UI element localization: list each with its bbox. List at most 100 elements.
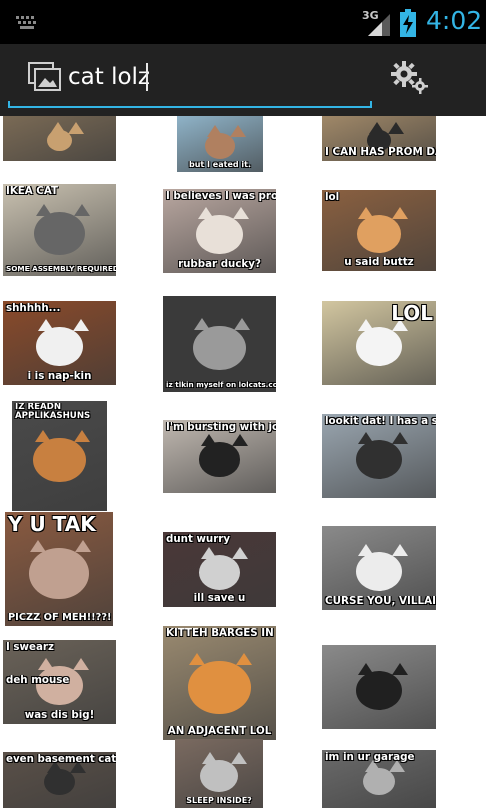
cat-ear-shape bbox=[68, 121, 85, 134]
cat-photo-shape bbox=[29, 548, 89, 599]
caption-bottom: i is nap-kin bbox=[27, 371, 92, 382]
cat-ear-shape bbox=[194, 317, 211, 330]
cat-ear-shape bbox=[49, 121, 66, 134]
network-type-label: 3G bbox=[362, 9, 379, 22]
clock: 4:02 bbox=[426, 6, 483, 35]
cat-photo-shape bbox=[355, 439, 403, 480]
cat-photo-shape bbox=[188, 661, 251, 715]
result-thumbnail[interactable]: I swearz deh mouse was dis big! bbox=[3, 640, 116, 724]
text-caret bbox=[146, 63, 148, 91]
image-results-grid: but I eated it. I CAN HAS PROM DATE? IKEA … bbox=[0, 116, 486, 808]
caption-top: even basement cat bbox=[6, 754, 116, 765]
cat-ear-shape bbox=[189, 653, 206, 666]
cat-ear-shape bbox=[358, 206, 375, 219]
cat-photo-shape bbox=[36, 326, 83, 367]
result-thumbnail[interactable]: IKEA CAT SOME ASSEMBLY REQUIRED bbox=[3, 184, 116, 276]
cat-ear-shape bbox=[202, 752, 219, 765]
result-thumbnail[interactable]: even basement cat bbox=[3, 752, 116, 808]
caption-bottom: ill save u bbox=[193, 593, 246, 604]
cat-photo-shape bbox=[193, 325, 246, 371]
caption-bottom: rubbar ducky? bbox=[178, 259, 261, 270]
caption-bottom: I CAN HAS PROM DATE? bbox=[325, 147, 436, 158]
cat-ear-shape bbox=[235, 653, 252, 666]
cat-photo-shape bbox=[366, 129, 392, 151]
result-thumbnail[interactable]: KITTEH BARGES IN FROM AN ADJACENT LOL bbox=[163, 626, 276, 740]
cat-photo-shape bbox=[198, 555, 241, 591]
cat-photo-shape bbox=[356, 214, 402, 253]
result-thumbnail[interactable]: CURSE YOU, VILLAIN! bbox=[322, 526, 436, 610]
result-thumbnail[interactable]: I'm bursting with joy. bbox=[163, 420, 276, 493]
cat-photo-shape bbox=[204, 133, 236, 160]
caption-top: I'm bursting with joy. bbox=[166, 422, 276, 433]
cat-photo-shape bbox=[34, 212, 85, 256]
cat-ear-shape bbox=[35, 204, 52, 217]
cat-ear-shape bbox=[392, 318, 409, 331]
cat-photo-shape bbox=[355, 551, 403, 592]
result-thumbnail[interactable]: I CAN HAS PROM DATE? bbox=[322, 116, 436, 161]
cat-ear-shape bbox=[69, 761, 86, 774]
result-thumbnail[interactable]: lol u said buttz bbox=[322, 190, 436, 271]
result-thumbnail[interactable]: I believes I was promist rubbar ducky? bbox=[163, 189, 276, 273]
result-thumbnail[interactable] bbox=[322, 645, 436, 729]
cat-photo-shape bbox=[200, 760, 238, 793]
cat-ear-shape bbox=[73, 429, 90, 442]
result-thumbnail[interactable]: IZ READN APPLIKASHUNS bbox=[12, 401, 107, 511]
caption-top: I believes I was promist bbox=[166, 191, 276, 202]
cat-ear-shape bbox=[46, 761, 63, 774]
cat-photo-shape bbox=[47, 129, 72, 151]
caption-bottom: SLEEP INSIDE? bbox=[186, 796, 252, 805]
caption-bottom: but I eated it. bbox=[189, 160, 251, 169]
settings-gears-icon[interactable] bbox=[390, 60, 430, 96]
result-thumbnail[interactable]: SLEEP INSIDE? bbox=[175, 739, 263, 808]
caption-top: I swearz bbox=[6, 642, 54, 653]
caption-bottom: PICZZ OF MEH!!??! bbox=[8, 612, 112, 623]
cat-ear-shape bbox=[392, 431, 409, 444]
cat-ear-shape bbox=[38, 318, 55, 331]
status-bar: 3G 4:02 bbox=[0, 0, 486, 44]
cat-ear-shape bbox=[369, 121, 386, 134]
cat-ear-shape bbox=[38, 657, 55, 670]
caption-top: dunt wurry bbox=[166, 534, 231, 545]
cat-ear-shape bbox=[198, 206, 215, 219]
cat-photo-shape bbox=[363, 767, 395, 795]
caption-top: LOL bbox=[391, 303, 433, 324]
cat-photo-shape bbox=[355, 670, 403, 711]
cat-ear-shape bbox=[230, 125, 247, 138]
cat-ear-shape bbox=[391, 206, 408, 219]
result-thumbnail[interactable] bbox=[3, 116, 116, 161]
caption-bottom: SOME ASSEMBLY REQUIRED bbox=[6, 265, 116, 273]
result-thumbnail[interactable]: dunt wurry ill save u bbox=[163, 532, 276, 607]
result-thumbnail[interactable]: but I eated it. bbox=[177, 116, 263, 172]
action-bar bbox=[0, 44, 486, 116]
caption-bottom: CURSE YOU, VILLAIN! bbox=[325, 596, 436, 607]
cat-ear-shape bbox=[207, 125, 224, 138]
cat-ear-shape bbox=[357, 662, 374, 675]
keyboard-icon bbox=[16, 16, 36, 29]
caption-top: lol bbox=[325, 192, 340, 203]
cat-photo-shape bbox=[196, 214, 243, 255]
result-thumbnail[interactable]: Y U TAK PICZZ OF MEH!!??! bbox=[5, 512, 113, 626]
result-thumbnail[interactable]: lookit dat! I has a sok! bbox=[322, 414, 436, 498]
cat-ear-shape bbox=[365, 759, 382, 772]
cat-photo-shape bbox=[44, 769, 75, 796]
battery-charging-icon bbox=[400, 9, 416, 37]
cat-ear-shape bbox=[72, 657, 89, 670]
search-input[interactable] bbox=[68, 60, 338, 94]
cat-ear-shape bbox=[357, 543, 374, 556]
cat-ear-shape bbox=[357, 431, 374, 444]
cat-ear-shape bbox=[389, 759, 406, 772]
result-thumbnail[interactable]: iz tlkin myself on lolcats.com bbox=[163, 296, 276, 392]
caption-top: IZ READN APPLIKASHUNS bbox=[15, 403, 91, 422]
cat-ear-shape bbox=[231, 547, 248, 560]
caption-top: IKEA CAT bbox=[6, 186, 58, 197]
cat-ear-shape bbox=[392, 662, 409, 675]
result-thumbnail[interactable]: LOL bbox=[322, 301, 436, 385]
cat-ear-shape bbox=[200, 547, 217, 560]
result-thumbnail[interactable]: shhhhh... i is nap-kin bbox=[3, 301, 116, 385]
cat-ear-shape bbox=[357, 318, 374, 331]
result-thumbnail[interactable]: im in ur garage bbox=[322, 750, 436, 808]
caption-bottom: u said buttz bbox=[344, 257, 414, 268]
gallery-icon[interactable] bbox=[28, 62, 62, 92]
cat-ear-shape bbox=[392, 543, 409, 556]
caption-top: Y U TAK bbox=[8, 514, 96, 535]
